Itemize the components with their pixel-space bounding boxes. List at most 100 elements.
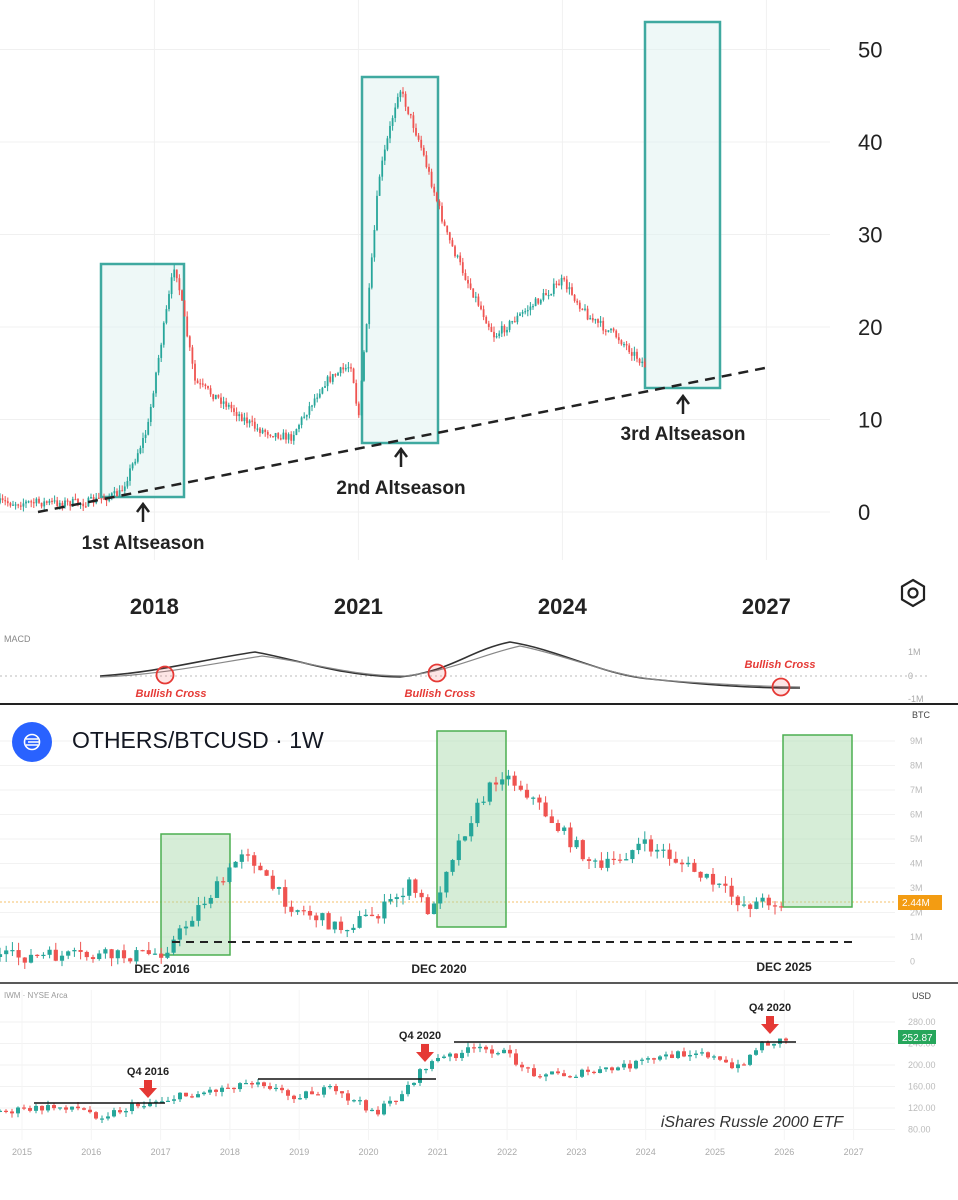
top-candle [126, 480, 129, 487]
top-candle [472, 288, 475, 298]
top-candle [368, 287, 371, 325]
bottom-candle [388, 1100, 392, 1104]
top-candle [240, 414, 243, 422]
top-candle [594, 319, 597, 321]
top-candle [430, 171, 433, 187]
top-candle [183, 300, 186, 317]
bottom-candle [766, 1042, 770, 1046]
top-altseason-boxes [99, 20, 722, 499]
y-tick-label: 9M [910, 736, 923, 746]
mid-candle [295, 910, 300, 912]
quarter-label: Q4 2016 [127, 1066, 169, 1078]
bottom-candle [256, 1082, 260, 1085]
top-annotations: 1st Altseason 2nd Altseason 3rd Altseason [82, 393, 745, 554]
top-candle [256, 428, 259, 430]
mid-candle [748, 904, 753, 909]
x-tick-label: 2018 [130, 594, 179, 619]
bottom-candle [46, 1105, 50, 1111]
bottom-candle [70, 1106, 74, 1110]
top-candle [591, 317, 594, 321]
top-candle [519, 313, 521, 316]
bottom-candle [184, 1092, 188, 1097]
bottom-candle [118, 1110, 122, 1113]
bottom-candle [10, 1111, 14, 1114]
top-candle [378, 176, 381, 196]
bottom-candle [304, 1091, 308, 1099]
top-candle [19, 505, 22, 507]
mid-candle [531, 797, 536, 799]
arrow-down-icon [139, 1080, 157, 1098]
bottom-candle [586, 1069, 590, 1072]
top-candle [61, 502, 64, 507]
cross-marker [427, 663, 447, 683]
mid-candle [177, 928, 182, 940]
bottom-candle [106, 1116, 110, 1119]
bottom-candle [34, 1105, 38, 1111]
top-candle [30, 501, 33, 503]
bottom-candle [730, 1062, 734, 1069]
mid-candle [10, 950, 15, 952]
bottom-candle [784, 1038, 788, 1041]
mid-candle [512, 775, 517, 786]
top-candle [38, 498, 40, 503]
top-candle [0, 498, 1, 503]
top-candle [329, 376, 332, 382]
top-candle [331, 374, 334, 382]
top-candle [311, 405, 313, 407]
top-candle [438, 201, 441, 206]
macd-y-tick: 1M [908, 647, 921, 657]
bottom-candle [220, 1087, 224, 1092]
top-candle [586, 308, 589, 320]
top-candle [71, 498, 74, 507]
y-tick-label: 1M [910, 932, 923, 942]
top-candle [456, 255, 459, 257]
top-candle [420, 139, 423, 148]
mid-candle [648, 839, 654, 852]
date-label: DEC 2016 [134, 962, 190, 976]
mid-candle [394, 897, 399, 900]
bottom-arrows [139, 1016, 779, 1098]
mid-candle [766, 897, 771, 906]
top-candle [201, 383, 204, 385]
top-candle [352, 368, 355, 384]
top-candle [230, 404, 233, 409]
top-candle [214, 394, 217, 400]
y-tick-label: 0 [910, 957, 915, 967]
bottom-candle [706, 1052, 710, 1058]
top-candle [383, 149, 386, 161]
mid-candle [698, 871, 703, 878]
top-candle [404, 93, 407, 107]
bullish-cross-label: Bullish Cross [405, 688, 476, 700]
bottom-candle [124, 1111, 128, 1113]
mid-candle [382, 901, 387, 919]
top-candle [290, 434, 293, 441]
y-tick-label: 160.00 [908, 1082, 936, 1092]
mid-candle [450, 860, 455, 872]
price-tag [898, 1030, 936, 1044]
bottom-candle [544, 1074, 548, 1077]
top-candle [581, 308, 584, 310]
y-tick-label: 40 [858, 130, 882, 155]
currency-label: USD [912, 991, 932, 1001]
top-candle [417, 135, 420, 140]
top-candle [638, 358, 641, 364]
bottom-candle [580, 1069, 584, 1077]
bottom-candle [400, 1094, 404, 1102]
mid-candle [413, 879, 418, 893]
top-candle [191, 347, 194, 364]
mid-candle [655, 849, 660, 852]
top-candle [248, 420, 251, 424]
top-candle [381, 160, 384, 177]
mid-y-axis: BTC 9M 8M 7M 6M 5M 4M 3M 2M 1M 0 2.44M [898, 710, 942, 967]
bottom-candle [28, 1108, 32, 1111]
bottom-candle [322, 1087, 326, 1095]
chart-caption: iShares Russle 2000 ETF [661, 1114, 845, 1131]
top-candle [633, 351, 636, 356]
top-candle [295, 429, 298, 435]
top-candle [464, 273, 467, 280]
bottom-candle [736, 1064, 740, 1069]
settings-icon[interactable] [900, 578, 926, 608]
top-candle [259, 428, 261, 434]
mid-candle [679, 862, 685, 865]
top-candle [222, 401, 225, 404]
